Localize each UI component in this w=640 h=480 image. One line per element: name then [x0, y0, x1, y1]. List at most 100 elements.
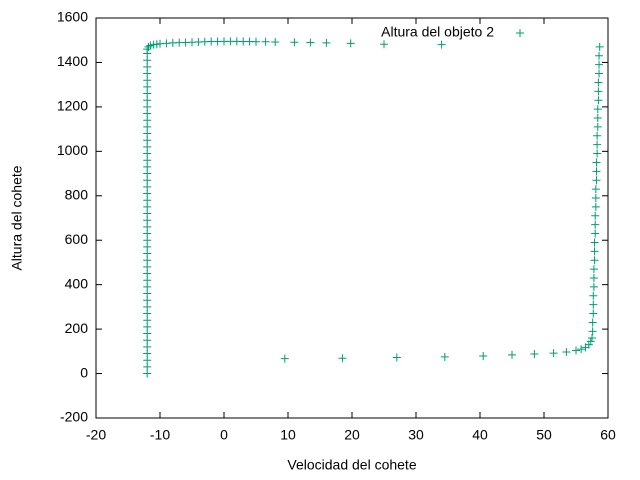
- point: [595, 42, 604, 51]
- point: [591, 220, 600, 229]
- point: [440, 352, 449, 361]
- point: [437, 40, 446, 49]
- point: [549, 349, 558, 358]
- point: [143, 262, 152, 271]
- point: [508, 350, 516, 359]
- point: [592, 176, 601, 185]
- y-tick-label: 800: [65, 186, 89, 202]
- point: [261, 37, 270, 46]
- point: [592, 167, 601, 176]
- point: [392, 353, 401, 362]
- point: [593, 114, 602, 122]
- point: [588, 318, 597, 327]
- point: [530, 350, 539, 358]
- x-tick-label: 30: [408, 427, 424, 443]
- point: [589, 265, 598, 274]
- point: [143, 269, 152, 278]
- point: [589, 274, 598, 282]
- point: [290, 38, 299, 47]
- y-tick-label: 0: [80, 364, 88, 380]
- point: [143, 122, 152, 131]
- point: [595, 51, 604, 60]
- point: [594, 78, 603, 87]
- point: [143, 289, 152, 298]
- point: [590, 247, 599, 256]
- point: [143, 302, 152, 311]
- point: [143, 149, 152, 158]
- point: [143, 309, 152, 318]
- point: [143, 242, 152, 251]
- point: [584, 340, 593, 349]
- point: [593, 105, 602, 114]
- point: [594, 87, 603, 96]
- point: [143, 69, 152, 78]
- point: [346, 39, 355, 48]
- y-tick-label: 200: [65, 320, 89, 336]
- point: [592, 158, 601, 167]
- point: [593, 149, 602, 158]
- point: [143, 109, 152, 118]
- point: [144, 42, 153, 51]
- x-tick-label: 50: [536, 427, 552, 443]
- point: [572, 346, 580, 355]
- y-axis-label: Altura del cohete: [9, 165, 25, 270]
- point: [143, 189, 152, 198]
- point: [589, 300, 598, 309]
- point: [143, 249, 152, 258]
- point: [591, 229, 600, 238]
- point: [143, 342, 152, 351]
- point: [143, 89, 152, 98]
- x-tick-label: 20: [344, 427, 360, 443]
- point: [595, 69, 604, 78]
- x-tick-label: 40: [472, 427, 488, 443]
- point: [593, 122, 602, 131]
- point: [143, 349, 152, 358]
- point: [143, 202, 152, 211]
- point: [143, 162, 152, 171]
- x-tick-label: 0: [220, 427, 228, 443]
- point: [143, 169, 152, 178]
- point: [591, 194, 600, 202]
- point: [322, 38, 331, 47]
- point: [252, 37, 260, 46]
- y-tick-label: -200: [60, 409, 88, 425]
- point: [143, 102, 152, 111]
- point: [143, 322, 152, 331]
- x-axis-label: Velocidad del cohete: [287, 457, 416, 473]
- point: [143, 129, 152, 138]
- point: [143, 282, 152, 291]
- point: [589, 291, 598, 300]
- y-tick-label: 1200: [57, 98, 88, 114]
- point: [590, 256, 599, 265]
- y-tick-label: 1000: [57, 142, 88, 158]
- x-tick-label: 10: [280, 427, 296, 443]
- point: [595, 60, 604, 69]
- y-tick-label: 400: [65, 275, 89, 291]
- x-tick-label: -20: [86, 427, 106, 443]
- point: [588, 327, 597, 336]
- point: [143, 222, 152, 231]
- point: [143, 62, 152, 71]
- point: [589, 309, 598, 318]
- point: [143, 82, 152, 91]
- point: [593, 140, 602, 149]
- point: [593, 131, 602, 140]
- point: [146, 41, 155, 50]
- point: [591, 211, 600, 220]
- point: [562, 348, 571, 356]
- x-tick-label: -10: [150, 427, 170, 443]
- point: [143, 369, 152, 378]
- point: [143, 362, 152, 371]
- point: [590, 238, 599, 247]
- point: [589, 282, 598, 291]
- y-tick-label: 600: [65, 231, 89, 247]
- point: [143, 209, 152, 218]
- y-tick-label: 1600: [57, 9, 88, 25]
- point: [338, 354, 347, 363]
- point: [143, 229, 152, 238]
- legend-label: Altura del objeto 2: [381, 24, 494, 40]
- point: [380, 40, 388, 49]
- point: [306, 38, 315, 47]
- point: [594, 96, 603, 105]
